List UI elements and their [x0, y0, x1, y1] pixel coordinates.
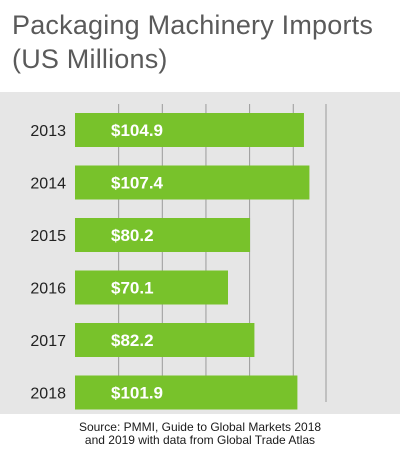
bar [75, 323, 255, 357]
data-label: $70.1 [111, 279, 154, 298]
y-tick-label: 2014 [30, 176, 66, 193]
bar [75, 165, 310, 200]
y-tick-label: 2013 [30, 123, 66, 140]
bar [75, 375, 298, 410]
source-note: Source: PMMI, Guide to Global Markets 20… [78, 420, 322, 447]
bar [75, 218, 251, 252]
data-label: $101.9 [111, 384, 163, 403]
chart-panel: 2013 $104.9 2014 $107.4 2015 $80.2 2016 $70.1 20… [0, 92, 400, 414]
bar-chart: 2013 $104.9 2014 $107.4 2015 $80.2 2016 $70.1 20… [30, 104, 327, 410]
chart-title: Packaging Machinery Imports (US Millions… [12, 10, 374, 74]
y-tick-label: 2018 [30, 386, 66, 403]
y-tick-label: 2017 [30, 333, 66, 350]
y-tick-label: 2015 [30, 228, 66, 245]
y-tick-label: 2016 [30, 281, 66, 298]
data-label: $82.2 [111, 331, 154, 350]
data-label: $80.2 [111, 226, 154, 245]
bar [75, 113, 304, 147]
data-label: $104.9 [111, 121, 163, 140]
bar [75, 270, 229, 305]
data-label: $107.4 [111, 174, 164, 193]
